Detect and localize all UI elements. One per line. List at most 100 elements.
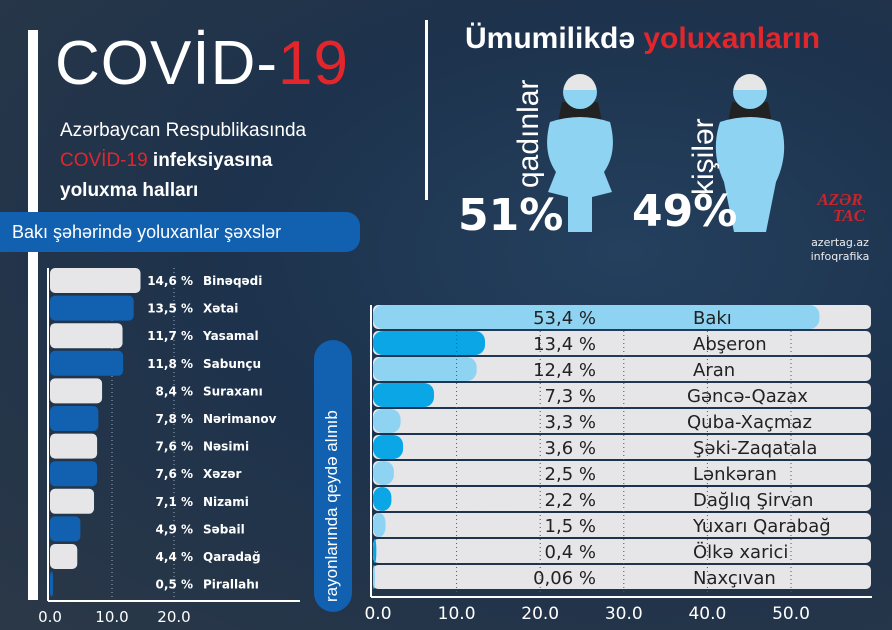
- regions-chart: 0.0 10.0 20.0 30.0 40.0 50.0 53,4 % Bakı 13,4 % A…: [364, 305, 872, 624]
- category-label: Qaradağ: [203, 550, 261, 564]
- category-label: Sabunçu: [203, 357, 261, 371]
- bar-track: [373, 513, 871, 537]
- category-label: Aran: [693, 360, 735, 381]
- bar: [50, 323, 123, 349]
- value-label: 0,06 %: [533, 568, 596, 589]
- value-label: 2,5 %: [545, 464, 596, 485]
- value-label: 13,4 %: [533, 334, 596, 355]
- value-label: 53,4 %: [533, 308, 596, 329]
- value-label: 2,2 %: [545, 490, 596, 511]
- category-label: Şəki-Zaqatala: [693, 438, 817, 459]
- value-label: 7,8 %: [156, 412, 193, 426]
- category-label: Lənkəran: [693, 464, 777, 485]
- gender-heading: Ümumilikdə yoluxanların: [465, 22, 821, 55]
- value-label: 14,6 %: [147, 274, 193, 288]
- men-percent: 49%: [632, 186, 738, 237]
- category-label: Suraxanı: [203, 384, 263, 398]
- man-figure-icon: [715, 74, 785, 232]
- value-label: 7,6 %: [156, 440, 193, 454]
- value-label: 7,1 %: [156, 495, 193, 509]
- bar: [50, 571, 54, 597]
- value-label: 11,8 %: [147, 357, 193, 371]
- women-label: qadınlar: [512, 79, 545, 188]
- bar: [50, 268, 141, 293]
- page-title: COVİD-19: [55, 29, 349, 98]
- x-tick-label: 40.0: [688, 604, 726, 624]
- category-label: Binəqədi: [203, 274, 262, 288]
- baku-banner: Bakı şəhərində yoluxanlar şəxslər: [0, 212, 360, 252]
- bar: [50, 461, 98, 487]
- value-label: 4,9 %: [156, 522, 193, 536]
- bar-track: [373, 565, 871, 589]
- category-label: Abşeron: [693, 334, 767, 355]
- bar: [373, 539, 377, 563]
- decorative-bar: [28, 30, 38, 600]
- bar: [373, 383, 435, 407]
- bar: [50, 350, 124, 376]
- category-label: Yasamal: [202, 329, 259, 343]
- category-label: Nərimanov: [203, 412, 277, 426]
- bar: [50, 516, 81, 542]
- category-label: Xətai: [203, 302, 238, 316]
- category-label: Ölkə xarici: [693, 541, 788, 563]
- value-label: 1,5 %: [545, 516, 596, 537]
- bar-track: [373, 357, 871, 381]
- bar-track: [373, 331, 871, 355]
- x-tick-label: 0.0: [38, 608, 62, 626]
- value-label: 0,4 %: [545, 542, 596, 563]
- category-label: Pirallahı: [203, 578, 259, 592]
- bar: [373, 305, 820, 329]
- woman-figure-icon: [547, 74, 613, 232]
- x-tick-label: 50.0: [772, 604, 810, 624]
- subtitle: Azərbaycan Respublikasında COVİD-19 infe…: [60, 120, 307, 201]
- x-tick-label: 0.0: [364, 604, 391, 624]
- bar: [373, 435, 404, 459]
- x-tick-label: 20.0: [521, 604, 559, 624]
- category-label: Naxçıvan: [693, 568, 776, 589]
- value-label: 12,4 %: [533, 360, 596, 381]
- value-label: 13,5 %: [147, 302, 193, 316]
- bar: [373, 513, 386, 537]
- men-label: kişilər: [687, 118, 720, 195]
- bar: [373, 565, 375, 589]
- divider: [425, 20, 428, 200]
- category-label: Gəncə-Qazax: [687, 386, 808, 407]
- category-label: Nizami: [203, 495, 249, 509]
- bar: [50, 378, 103, 404]
- bar: [373, 487, 392, 511]
- bar-track: [373, 409, 871, 433]
- category-label: Səbail: [203, 522, 245, 536]
- regions-label-pill: rayonlarında qeydə alınıb: [314, 340, 352, 612]
- x-tick-label: 30.0: [605, 604, 643, 624]
- bar: [50, 295, 134, 321]
- baku-districts-chart: 0.0 10.0 20.0 14,6 % Binəqədi 13,5 % Xətai 11,7…: [38, 268, 300, 626]
- bar-track: [373, 487, 871, 511]
- category-label: Dağlıq Şirvan: [693, 490, 813, 511]
- bar-track: [373, 461, 871, 485]
- bar-track: [373, 539, 871, 563]
- category-label: Nəsimi: [203, 440, 249, 454]
- value-label: 11,7 %: [147, 329, 193, 343]
- category-label: Bakı: [693, 308, 732, 329]
- value-label: 3,3 %: [545, 412, 596, 433]
- azertac-logo: AZƏR TAC azertag.az infoqrafika: [810, 190, 870, 263]
- bar: [373, 461, 394, 485]
- bar: [50, 488, 95, 514]
- bar: [50, 544, 78, 569]
- value-label: 7,3 %: [545, 386, 596, 407]
- value-label: 0,5 %: [156, 578, 193, 592]
- x-tick-label: 10.0: [438, 604, 476, 624]
- women-percent: 51%: [458, 190, 564, 241]
- bar-track: [373, 435, 871, 459]
- value-label: 4,4 %: [156, 550, 193, 564]
- bar-track: [373, 383, 871, 407]
- category-label: Xəzər: [203, 467, 242, 481]
- bar: [373, 409, 401, 433]
- bar: [50, 406, 99, 431]
- category-label: Quba-Xaçmaz: [687, 412, 812, 433]
- value-label: 8,4 %: [156, 384, 193, 398]
- x-tick-label: 10.0: [95, 608, 128, 626]
- bar: [50, 433, 98, 459]
- category-label: Yuxarı Qarabağ: [692, 516, 831, 537]
- bar: [373, 357, 477, 381]
